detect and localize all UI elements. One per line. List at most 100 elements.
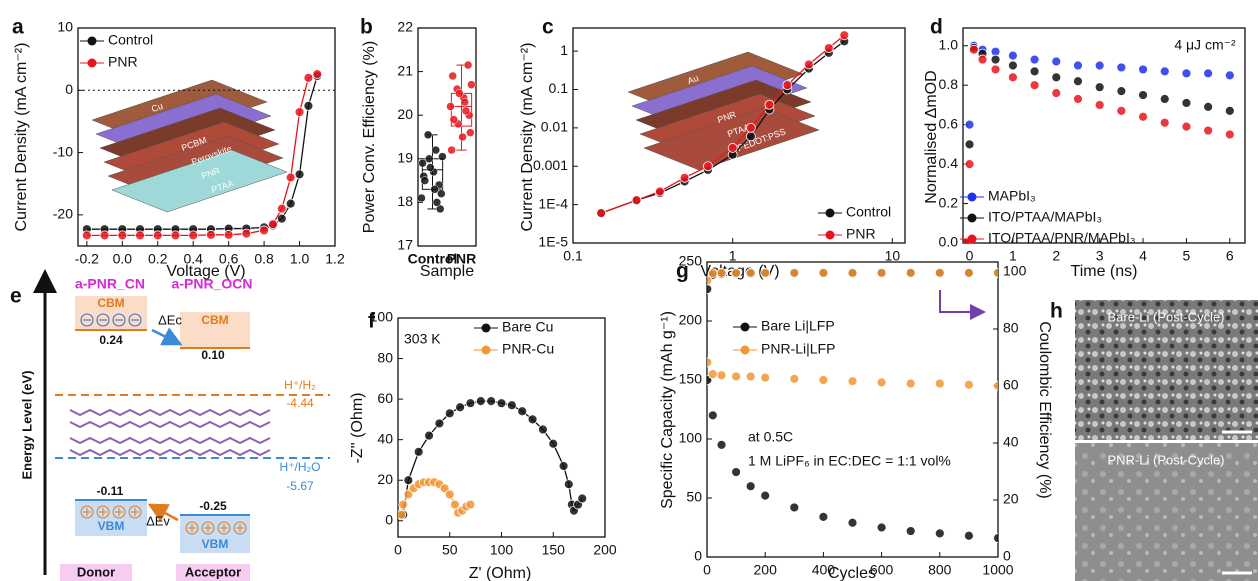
chart-panel: d 0 1 2 3 4 5 6 0.0 0.2 0.4 0.6 0.8 1.0 Time (ns) Norma…: [923, 16, 1246, 280]
point: [964, 267, 974, 278]
point: [577, 493, 588, 504]
panel-label: d: [930, 16, 943, 39]
y-tick-label: 0.01: [541, 119, 568, 135]
x-axis-label: Z' (Ohm): [469, 565, 532, 581]
point: [934, 267, 945, 278]
x-tick-label: 100: [490, 542, 514, 558]
point: [993, 381, 998, 391]
y-tick-label: 0.0: [939, 234, 959, 250]
x-tick-label: 1.2: [325, 251, 345, 267]
point: [475, 396, 486, 407]
point: [1138, 64, 1148, 75]
y-tick-label: 0.1: [549, 80, 569, 96]
legend-label: PNR: [108, 54, 138, 70]
point: [506, 400, 517, 411]
y-tick-label: 17: [397, 237, 413, 253]
point: [458, 132, 467, 142]
y-tick-label: 0.6: [939, 115, 959, 131]
plot-area: [398, 396, 588, 520]
delta-ev: ΔEv: [146, 513, 170, 528]
point: [760, 490, 771, 501]
point: [964, 139, 975, 150]
point: [558, 461, 569, 471]
x-tick-label: PNR: [447, 251, 477, 267]
y-tick-label: -20: [53, 206, 73, 222]
point: [707, 268, 718, 279]
point: [294, 169, 305, 180]
point: [745, 122, 756, 133]
point: [789, 267, 800, 278]
point: [745, 481, 756, 492]
point: [990, 54, 1001, 65]
point: [426, 163, 435, 172]
y-tick-label: 80: [377, 349, 393, 365]
legend-marker: [967, 213, 977, 223]
point: [455, 89, 464, 98]
point: [465, 398, 476, 409]
point: [206, 229, 216, 240]
point: [1159, 94, 1170, 104]
point: [303, 72, 314, 83]
point: [716, 439, 727, 450]
plot-frame: [706, 261, 999, 558]
point: [1029, 66, 1040, 77]
y-tick-label: 20: [377, 471, 393, 487]
annotation: 1 M LiPF₆ in EC:DEC = 1:1 vol%: [748, 453, 951, 469]
y-tick-label: 19: [397, 150, 413, 166]
legend-marker: [740, 322, 750, 332]
point: [268, 219, 278, 230]
y2-tick-label: 20: [1003, 491, 1019, 507]
y-tick-label: 1.0: [939, 36, 959, 52]
inset-layer: [111, 149, 288, 213]
chart-panel: g0 200 400 600 800 10000501001502002500204060…: [659, 253, 1053, 581]
point: [259, 225, 270, 236]
point: [760, 372, 771, 383]
x-tick-label: 200: [593, 542, 617, 558]
y2-tick-label: 60: [1003, 377, 1019, 393]
x-tick-label: 0.4: [183, 251, 203, 267]
point: [707, 410, 718, 421]
point: [847, 517, 858, 528]
y-tick-label: 60: [377, 390, 393, 406]
y-tick-label: 22: [397, 19, 413, 35]
inset-layer: [643, 107, 820, 171]
y-axis-label: Power Conv. Efficiency (%): [361, 41, 378, 233]
point: [993, 533, 998, 544]
cbm-value: 0.10: [201, 348, 225, 362]
point: [716, 370, 727, 381]
y-tick-label: 1E-4: [538, 195, 568, 211]
legend-label: Control: [108, 32, 153, 48]
point: [81, 230, 92, 241]
point: [444, 489, 455, 500]
point: [437, 189, 446, 198]
point: [1051, 88, 1062, 98]
point: [707, 275, 713, 286]
point: [424, 154, 434, 164]
point: [463, 60, 473, 70]
x-tick-label: 3: [1096, 248, 1104, 264]
y-tick-label: 0.8: [939, 76, 959, 92]
donor-tag: [60, 564, 132, 581]
point: [1203, 68, 1214, 79]
point: [789, 502, 800, 513]
point: [444, 408, 455, 419]
legend-label: Bare Li|LFP: [761, 318, 835, 334]
inset-layer-label: Au: [686, 73, 700, 86]
x-tick-label: 0: [394, 542, 402, 558]
point: [432, 198, 442, 207]
x-tick-label: 1000: [982, 562, 1013, 578]
point: [716, 267, 727, 278]
cbm-label: CBM: [201, 313, 228, 327]
x-tick-label: 400: [812, 562, 836, 578]
x-tick-label: 0.0: [113, 251, 133, 267]
cbm-box: [180, 312, 250, 348]
donor-label: Donor: [77, 564, 115, 579]
point: [905, 378, 916, 389]
point: [1073, 76, 1083, 87]
legend-label: ITO/PTAA/MAPbI₃: [988, 209, 1102, 225]
x-tick-label: Control: [408, 251, 458, 267]
panel-label: c: [542, 16, 554, 39]
point: [1094, 100, 1105, 110]
y-axis-label: -Z'' (Ohm): [349, 393, 366, 464]
point: [1007, 60, 1018, 71]
